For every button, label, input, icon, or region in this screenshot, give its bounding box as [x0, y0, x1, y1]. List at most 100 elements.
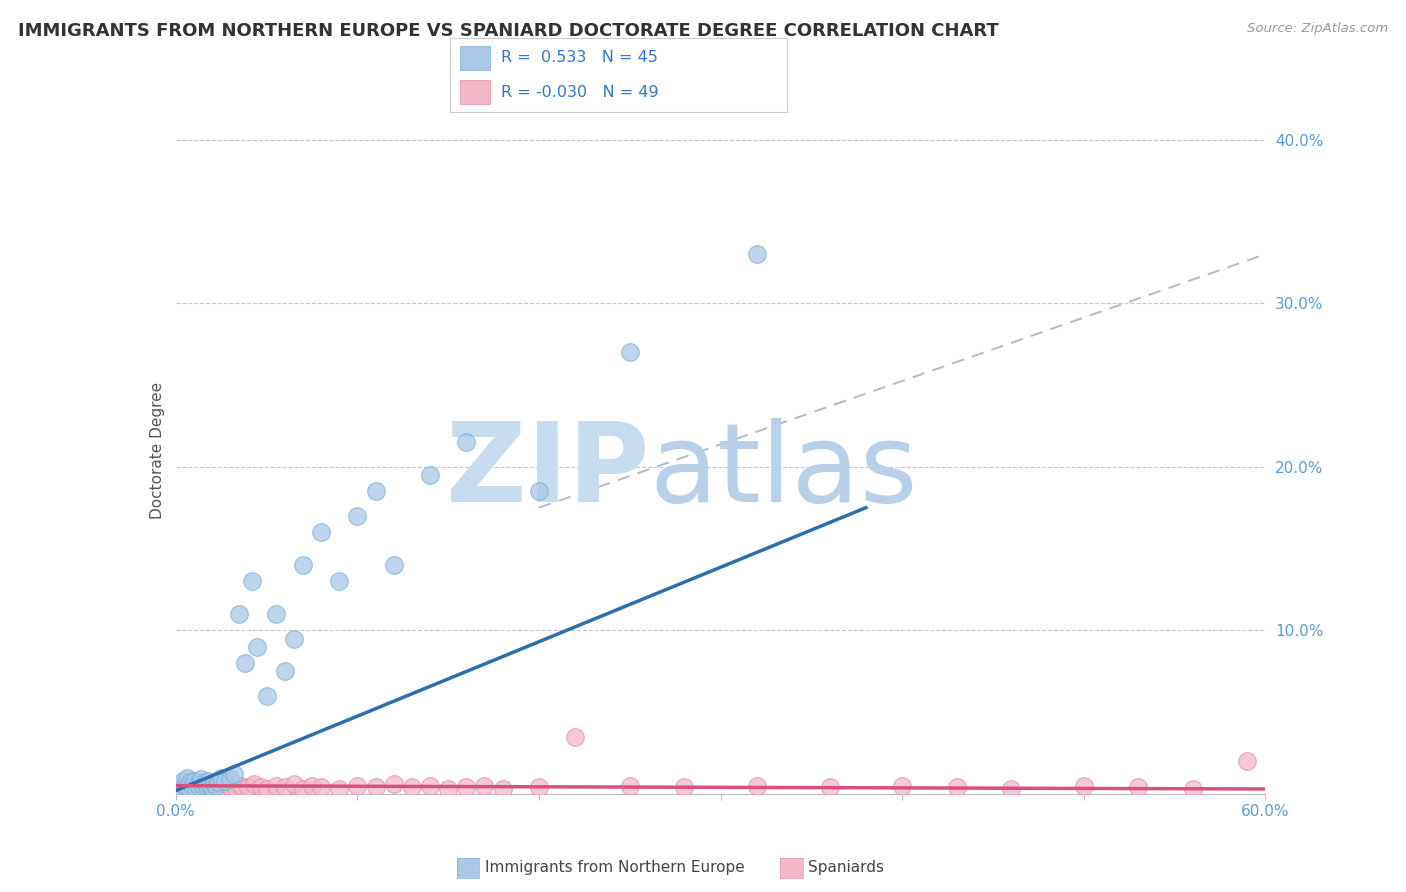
FancyBboxPatch shape	[460, 80, 491, 104]
Point	[274, 780, 297, 795]
Point	[619, 779, 641, 793]
Point	[264, 607, 287, 621]
Point	[238, 780, 260, 795]
Point	[456, 435, 478, 450]
Point	[231, 779, 253, 793]
Point	[527, 780, 550, 795]
Point	[382, 777, 405, 791]
Point	[222, 767, 245, 781]
Point	[204, 779, 226, 793]
Point	[170, 781, 193, 797]
Point	[202, 777, 225, 791]
Text: Spaniards: Spaniards	[808, 861, 884, 875]
Point	[194, 781, 217, 797]
Point	[456, 780, 478, 795]
Point	[172, 779, 194, 793]
Point	[169, 779, 191, 793]
Point	[173, 779, 195, 793]
Point	[201, 780, 224, 795]
Point	[745, 779, 768, 793]
Text: Source: ZipAtlas.com: Source: ZipAtlas.com	[1247, 22, 1388, 36]
Point	[291, 781, 314, 797]
Text: Immigrants from Northern Europe: Immigrants from Northern Europe	[485, 861, 745, 875]
Point	[197, 777, 219, 791]
Point	[243, 777, 266, 791]
Point	[1000, 781, 1022, 797]
Point	[176, 771, 198, 785]
Point	[309, 525, 332, 540]
Point	[177, 780, 200, 795]
Point	[419, 467, 441, 482]
Point	[328, 781, 350, 797]
Point	[1128, 780, 1150, 795]
Point	[527, 484, 550, 499]
Point	[256, 781, 278, 797]
Point	[309, 780, 332, 795]
Point	[186, 781, 209, 797]
Point	[818, 780, 841, 795]
FancyBboxPatch shape	[460, 45, 491, 70]
Point	[256, 689, 278, 703]
Text: IMMIGRANTS FROM NORTHERN EUROPE VS SPANIARD DOCTORATE DEGREE CORRELATION CHART: IMMIGRANTS FROM NORTHERN EUROPE VS SPANI…	[18, 22, 1000, 40]
Point	[437, 781, 460, 797]
Point	[274, 664, 297, 679]
Point	[891, 779, 914, 793]
Point	[181, 779, 204, 793]
Point	[673, 780, 696, 795]
Point	[215, 781, 238, 797]
Point	[219, 772, 242, 787]
Point	[301, 779, 323, 793]
Text: ZIP: ZIP	[446, 417, 650, 524]
Point	[197, 773, 219, 788]
Point	[474, 779, 496, 793]
Point	[228, 607, 250, 621]
Point	[264, 779, 287, 793]
Text: R =  0.533   N = 45: R = 0.533 N = 45	[501, 50, 658, 65]
Point	[214, 773, 236, 788]
Text: R = -0.030   N = 49: R = -0.030 N = 49	[501, 85, 658, 100]
Point	[200, 779, 222, 793]
Point	[172, 773, 194, 788]
Point	[195, 779, 218, 793]
Point	[179, 777, 201, 791]
Point	[184, 781, 207, 797]
Point	[1073, 779, 1095, 793]
Point	[564, 730, 586, 744]
Point	[183, 773, 205, 788]
Point	[346, 508, 368, 523]
Point	[382, 558, 405, 572]
Point	[250, 780, 273, 795]
Text: atlas: atlas	[650, 417, 918, 524]
Point	[240, 574, 263, 589]
Point	[209, 779, 232, 793]
Point	[169, 781, 191, 797]
Point	[183, 780, 205, 795]
Point	[745, 247, 768, 261]
Point	[225, 781, 247, 797]
Point	[492, 781, 515, 797]
Point	[176, 783, 198, 797]
Point	[619, 345, 641, 359]
Point	[190, 772, 212, 787]
Point	[283, 777, 305, 791]
Point	[179, 775, 201, 789]
Point	[419, 779, 441, 793]
Point	[364, 484, 387, 499]
Point	[1181, 781, 1204, 797]
Point	[945, 780, 967, 795]
Point	[291, 558, 314, 572]
Point	[1236, 754, 1258, 768]
Point	[186, 777, 209, 791]
Point	[194, 775, 217, 789]
Point	[188, 780, 211, 795]
Point	[190, 779, 212, 793]
Point	[328, 574, 350, 589]
Point	[201, 780, 224, 795]
Point	[207, 775, 229, 789]
Point	[283, 632, 305, 646]
Point	[204, 781, 226, 797]
Y-axis label: Doctorate Degree: Doctorate Degree	[149, 382, 165, 519]
Point	[346, 779, 368, 793]
Point	[233, 656, 256, 670]
Point	[219, 780, 242, 795]
